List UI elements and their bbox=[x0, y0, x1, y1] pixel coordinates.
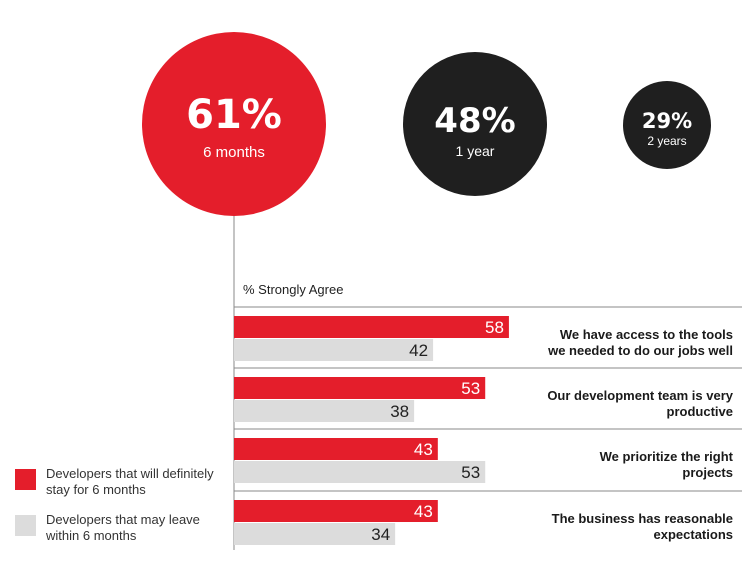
retention-circle-label: 1 year bbox=[456, 143, 495, 159]
retention-circle-2 bbox=[403, 52, 547, 196]
retention-circle-value: 61% bbox=[186, 92, 282, 138]
bar-stay-label: 43 bbox=[414, 440, 433, 459]
legend-label-line-1: Developers that will definitely bbox=[46, 466, 214, 481]
bar-leave bbox=[234, 400, 415, 422]
legend-swatch-stay bbox=[15, 469, 36, 490]
legend-label-line-2: within 6 months bbox=[45, 528, 137, 543]
bar-leave-label: 53 bbox=[461, 463, 480, 482]
axis-label: % Strongly Agree bbox=[243, 282, 343, 297]
bar-stay bbox=[234, 438, 438, 460]
retention-circle-3 bbox=[623, 81, 711, 169]
bar-leave-label: 42 bbox=[409, 341, 428, 360]
legend-label-line-1: Developers that may leave bbox=[46, 512, 200, 527]
category-label-line-2: expectations bbox=[654, 527, 733, 542]
bar-leave-label: 38 bbox=[390, 402, 409, 421]
category-label-line-1: Our development team is very bbox=[547, 388, 733, 403]
bar-stay-label: 53 bbox=[461, 379, 480, 398]
retention-circle-value: 48% bbox=[434, 101, 515, 141]
legend-label-line-2: stay for 6 months bbox=[46, 482, 146, 497]
legend-swatch-leave bbox=[15, 515, 36, 536]
bar-leave bbox=[234, 461, 486, 483]
bar-leave bbox=[234, 523, 396, 545]
retention-circle-1 bbox=[142, 32, 326, 216]
bar-stay-label: 43 bbox=[414, 502, 433, 521]
bar-stay-label: 58 bbox=[485, 318, 504, 337]
bar-leave-label: 34 bbox=[371, 525, 390, 544]
category-label-line-2: productive bbox=[667, 404, 733, 419]
retention-circle-value: 29% bbox=[642, 109, 692, 133]
category-label-line-1: We prioritize the right bbox=[600, 449, 734, 464]
bar-stay bbox=[234, 500, 438, 522]
retention-circle-label: 6 months bbox=[203, 144, 265, 161]
category-label-line-1: We have access to the tools bbox=[560, 327, 733, 342]
retention-circles: 61% 6 months 48% 1 year 29%2 years bbox=[142, 32, 711, 216]
bar-stay bbox=[234, 316, 509, 338]
bar-stay bbox=[234, 377, 486, 399]
bar-leave bbox=[234, 339, 434, 361]
category-label-line-2: projects bbox=[682, 465, 733, 480]
retention-circle-label: 2 years bbox=[647, 134, 686, 148]
category-label-line-1: The business has reasonable bbox=[552, 511, 733, 526]
category-label-line-2: we needed to do our jobs well bbox=[547, 343, 733, 358]
